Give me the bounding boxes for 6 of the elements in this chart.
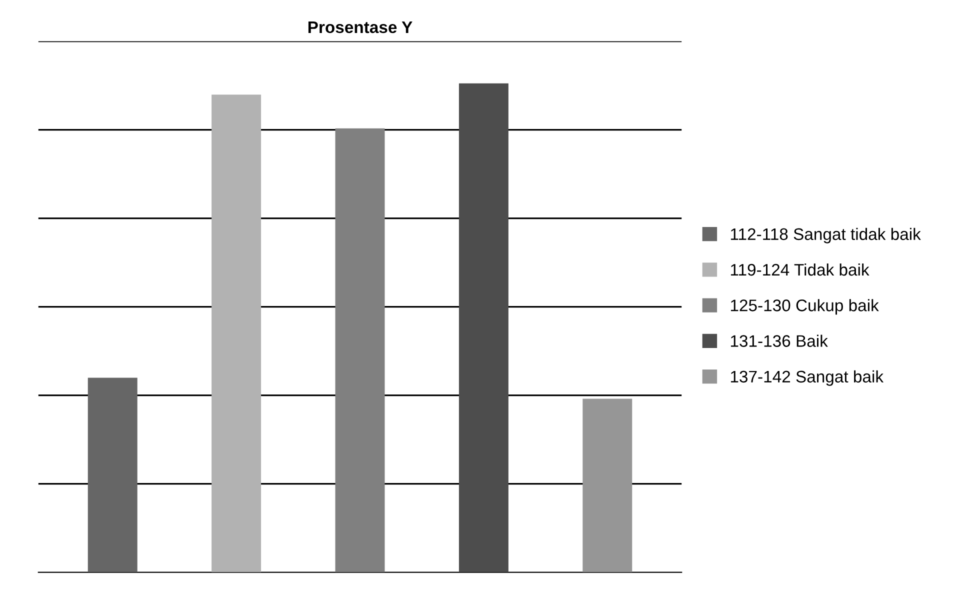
legend-label: 112-118 Sangat tidak baik xyxy=(730,228,921,244)
legend-label: 137-142 Sangat baik xyxy=(730,370,884,386)
legend-label: 125-130 Cukup baik xyxy=(730,299,879,315)
legend-label: 119-124 Tidak baik xyxy=(730,263,870,276)
legend-label: 131-136 Baik xyxy=(730,334,828,347)
chart-title: Prosentase Y xyxy=(308,22,412,34)
